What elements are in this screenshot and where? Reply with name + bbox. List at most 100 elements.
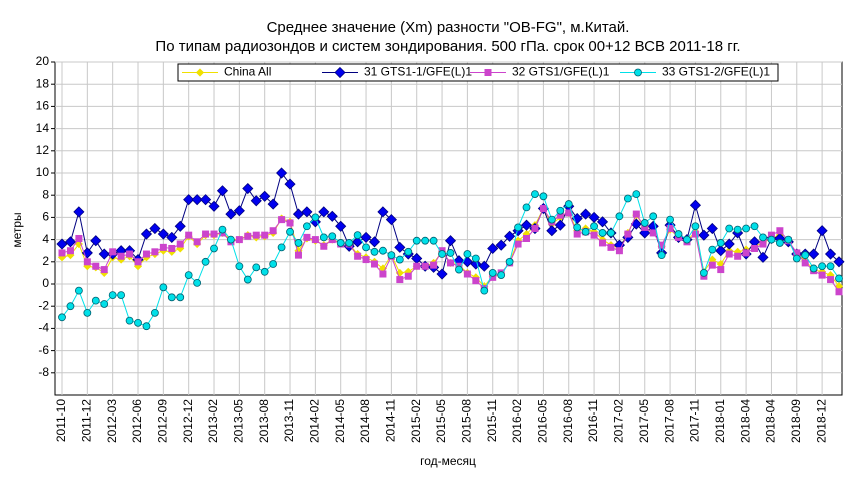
point <box>134 258 142 266</box>
y-tick-label: 2 <box>42 254 49 268</box>
point <box>303 222 311 231</box>
point <box>412 236 421 245</box>
plot-area <box>54 61 843 396</box>
point <box>691 230 699 238</box>
point <box>504 230 516 242</box>
point <box>649 212 658 221</box>
point <box>674 230 683 238</box>
point <box>725 250 733 258</box>
point <box>318 206 330 218</box>
point <box>657 251 666 260</box>
point <box>166 231 178 243</box>
point <box>472 277 480 285</box>
point <box>58 249 66 257</box>
x-tick-label: 2014-02 <box>308 399 322 443</box>
y-tick-label: -4 <box>38 321 49 335</box>
point <box>167 293 176 302</box>
point <box>227 235 235 244</box>
point <box>725 224 734 233</box>
point <box>775 239 784 247</box>
point <box>580 208 592 220</box>
point <box>92 262 100 270</box>
legend-marker <box>484 69 492 76</box>
point <box>149 222 161 235</box>
point <box>706 222 718 235</box>
point <box>201 257 210 266</box>
point <box>117 252 125 260</box>
x-tick-label: 2016-08 <box>561 399 575 443</box>
point <box>793 249 801 257</box>
point <box>742 249 750 257</box>
point <box>354 252 362 260</box>
point <box>379 270 387 278</box>
point <box>757 251 769 263</box>
point <box>394 241 406 253</box>
point <box>73 206 85 218</box>
point <box>539 205 547 213</box>
y-axis-label: метры <box>10 212 24 247</box>
point <box>826 262 835 271</box>
point <box>185 231 193 239</box>
point <box>698 229 710 241</box>
x-tick-label: 2012-06 <box>130 399 144 443</box>
point <box>98 248 110 260</box>
point <box>286 219 294 227</box>
point <box>623 194 632 203</box>
point <box>596 216 609 228</box>
point <box>632 210 640 218</box>
y-tick-label: -2 <box>38 298 49 312</box>
x-tick-label: 2017-02 <box>612 399 626 443</box>
point <box>242 182 254 195</box>
point <box>599 239 607 247</box>
point <box>109 248 117 256</box>
point <box>691 222 700 231</box>
point <box>615 212 624 221</box>
point <box>505 257 514 266</box>
point <box>126 250 134 258</box>
point <box>294 239 303 247</box>
x-tick-label: 2018-09 <box>789 399 803 443</box>
x-tick-label: 2012-09 <box>156 399 170 443</box>
point <box>421 262 429 270</box>
point <box>835 274 843 283</box>
point <box>140 228 153 240</box>
point <box>100 300 109 308</box>
point <box>326 210 338 222</box>
point <box>666 225 674 232</box>
point <box>708 261 716 269</box>
point <box>174 220 186 232</box>
x-tick-label: 2013-02 <box>206 399 220 443</box>
point <box>250 195 262 207</box>
point <box>335 220 347 232</box>
point <box>284 178 296 190</box>
point <box>252 231 260 239</box>
point <box>784 235 793 244</box>
point <box>438 250 446 258</box>
point <box>294 251 302 259</box>
y-tick-label: 4 <box>42 232 49 246</box>
legend-label: 31 GTS1-1/GFE(L)1 <box>364 65 472 79</box>
point <box>463 270 471 278</box>
y-tick-label: 14 <box>36 121 50 135</box>
point <box>404 247 413 256</box>
point <box>83 258 91 266</box>
point <box>471 254 480 263</box>
point <box>429 236 438 245</box>
point <box>658 241 666 249</box>
point <box>252 263 261 272</box>
point <box>531 225 539 232</box>
point <box>202 230 210 238</box>
point <box>319 233 328 242</box>
point <box>818 271 826 279</box>
point <box>556 211 564 219</box>
point <box>835 288 843 296</box>
point <box>142 250 150 258</box>
point <box>489 273 497 281</box>
point <box>641 223 649 231</box>
point <box>554 219 566 231</box>
point <box>734 252 742 260</box>
point <box>666 215 674 224</box>
point <box>277 243 286 252</box>
y-tick-label: 8 <box>42 187 49 201</box>
point <box>66 247 74 255</box>
